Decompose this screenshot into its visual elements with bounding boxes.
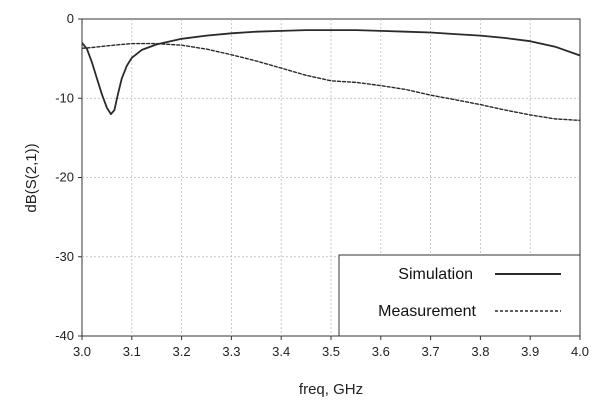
x-tick-label: 3.4 (272, 344, 290, 359)
legend-box (338, 254, 581, 337)
y-axis-title: dB(S(2,1)) (23, 143, 40, 212)
x-tick-label: 3.0 (73, 344, 91, 359)
x-tick-label: 3.3 (222, 344, 240, 359)
x-axis-title: freq, GHz (299, 381, 363, 398)
legend-label-measurement: Measurement (378, 303, 476, 320)
y-tick-label: -40 (55, 328, 74, 343)
x-axis-ticks: 3.0 3.1 3.2 3.3 3.4 3.5 3.6 3.7 3.8 3.9 4.0 (73, 336, 589, 359)
y-tick-label: 0 (67, 11, 74, 26)
y-axis-ticks: 0 -10 -20 -30 -40 (55, 11, 82, 343)
series-line-simulation (82, 29, 580, 115)
legend: Simulation Measurement (338, 254, 581, 337)
series-lines (82, 29, 580, 122)
x-tick-label: 3.8 (471, 344, 489, 359)
x-tick-label: 3.1 (123, 344, 141, 359)
x-tick-label: 3.9 (521, 344, 539, 359)
x-tick-label: 3.6 (372, 344, 390, 359)
x-tick-label: 3.2 (173, 344, 191, 359)
y-tick-label: -30 (55, 249, 74, 264)
x-tick-label: 3.5 (322, 344, 340, 359)
legend-label-simulation: Simulation (398, 266, 473, 283)
y-tick-label: -20 (55, 170, 74, 185)
x-tick-label: 3.7 (422, 344, 440, 359)
x-tick-label: 4.0 (571, 344, 589, 359)
series-line-measurement (82, 42, 580, 122)
y-tick-label: -10 (55, 90, 74, 105)
